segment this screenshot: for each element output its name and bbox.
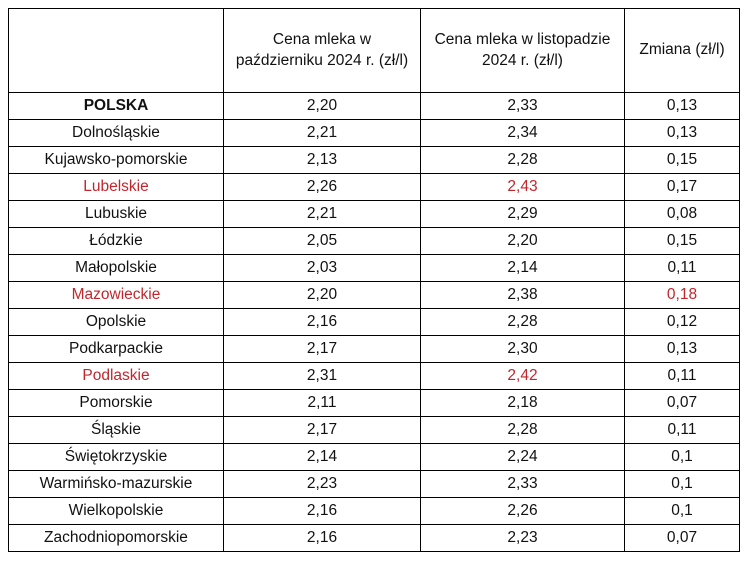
region-cell: Wielkopolskie xyxy=(8,497,224,525)
change-cell: 0,07 xyxy=(624,389,740,417)
november-price-cell: 2,33 xyxy=(420,92,625,120)
region-cell: Podlaskie xyxy=(8,362,224,390)
table-row: Warmińsko-mazurskie 2,23 2,33 0,1 xyxy=(8,470,740,498)
october-price-cell: 2,14 xyxy=(223,443,421,471)
change-cell: 0,07 xyxy=(624,524,740,552)
october-price-cell: 2,16 xyxy=(223,497,421,525)
table-row: Opolskie 2,16 2,28 0,12 xyxy=(8,308,740,336)
october-price-cell: 2,16 xyxy=(223,308,421,336)
october-price-cell: 2,20 xyxy=(223,92,421,120)
october-price-cell: 2,03 xyxy=(223,254,421,282)
november-price-cell: 2,42 xyxy=(420,362,625,390)
november-price-cell: 2,34 xyxy=(420,119,625,147)
table-row: Podlaskie 2,31 2,42 0,11 xyxy=(8,362,740,390)
october-price-cell: 2,20 xyxy=(223,281,421,309)
november-price-cell: 2,14 xyxy=(420,254,625,282)
region-cell: Warmińsko-mazurskie xyxy=(8,470,224,498)
table-body: POLSKA 2,20 2,33 0,13 Dolnośląskie 2,21 2,34 0,… xyxy=(8,92,740,552)
region-cell: Małopolskie xyxy=(8,254,224,282)
november-price-cell: 2,33 xyxy=(420,470,625,498)
november-price-cell: 2,28 xyxy=(420,308,625,336)
header-row: Cena mleka w październiku 2024 r. (zł/l)… xyxy=(8,8,740,93)
region-cell: Pomorskie xyxy=(8,389,224,417)
region-cell: Łódzkie xyxy=(8,227,224,255)
october-price-cell: 2,26 xyxy=(223,173,421,201)
region-cell: Lubelskie xyxy=(8,173,224,201)
table-row: Łódzkie 2,05 2,20 0,15 xyxy=(8,227,740,255)
table-row: Mazowieckie 2,20 2,38 0,18 xyxy=(8,281,740,309)
region-cell: Zachodniopomorskie xyxy=(8,524,224,552)
header-november-price: Cena mleka w listopadzie 2024 r. (zł/l) xyxy=(420,8,625,93)
change-cell: 0,18 xyxy=(624,281,740,309)
region-cell: POLSKA xyxy=(8,92,224,120)
october-price-cell: 2,05 xyxy=(223,227,421,255)
table-row: POLSKA 2,20 2,33 0,13 xyxy=(8,92,740,120)
header-october-price: Cena mleka w październiku 2024 r. (zł/l) xyxy=(223,8,421,93)
change-cell: 0,1 xyxy=(624,497,740,525)
region-cell: Podkarpackie xyxy=(8,335,224,363)
change-cell: 0,12 xyxy=(624,308,740,336)
november-price-cell: 2,29 xyxy=(420,200,625,228)
milk-price-table: Cena mleka w październiku 2024 r. (zł/l)… xyxy=(8,8,740,552)
region-cell: Śląskie xyxy=(8,416,224,444)
october-price-cell: 2,21 xyxy=(223,119,421,147)
november-price-cell: 2,18 xyxy=(420,389,625,417)
november-price-cell: 2,24 xyxy=(420,443,625,471)
october-price-cell: 2,17 xyxy=(223,335,421,363)
november-price-cell: 2,43 xyxy=(420,173,625,201)
change-cell: 0,13 xyxy=(624,92,740,120)
october-price-cell: 2,31 xyxy=(223,362,421,390)
table-row: Zachodniopomorskie 2,16 2,23 0,07 xyxy=(8,524,740,552)
header-change: Zmiana (zł/l) xyxy=(624,8,740,93)
october-price-cell: 2,21 xyxy=(223,200,421,228)
table-row: Pomorskie 2,11 2,18 0,07 xyxy=(8,389,740,417)
november-price-cell: 2,20 xyxy=(420,227,625,255)
october-price-cell: 2,23 xyxy=(223,470,421,498)
change-cell: 0,11 xyxy=(624,362,740,390)
november-price-cell: 2,28 xyxy=(420,146,625,174)
table-header: Cena mleka w październiku 2024 r. (zł/l)… xyxy=(8,8,740,93)
november-price-cell: 2,28 xyxy=(420,416,625,444)
table-row: Kujawsko-pomorskie 2,13 2,28 0,15 xyxy=(8,146,740,174)
change-cell: 0,11 xyxy=(624,254,740,282)
november-price-cell: 2,38 xyxy=(420,281,625,309)
october-price-cell: 2,17 xyxy=(223,416,421,444)
change-cell: 0,08 xyxy=(624,200,740,228)
change-cell: 0,1 xyxy=(624,443,740,471)
region-cell: Dolnośląskie xyxy=(8,119,224,147)
change-cell: 0,1 xyxy=(624,470,740,498)
region-cell: Kujawsko-pomorskie xyxy=(8,146,224,174)
november-price-cell: 2,30 xyxy=(420,335,625,363)
table-row: Dolnośląskie 2,21 2,34 0,13 xyxy=(8,119,740,147)
header-region xyxy=(8,8,224,93)
table-row: Małopolskie 2,03 2,14 0,11 xyxy=(8,254,740,282)
october-price-cell: 2,11 xyxy=(223,389,421,417)
table-row: Lubelskie 2,26 2,43 0,17 xyxy=(8,173,740,201)
region-cell: Opolskie xyxy=(8,308,224,336)
table-row: Świętokrzyskie 2,14 2,24 0,1 xyxy=(8,443,740,471)
table-row: Lubuskie 2,21 2,29 0,08 xyxy=(8,200,740,228)
october-price-cell: 2,13 xyxy=(223,146,421,174)
november-price-cell: 2,26 xyxy=(420,497,625,525)
change-cell: 0,17 xyxy=(624,173,740,201)
november-price-cell: 2,23 xyxy=(420,524,625,552)
change-cell: 0,13 xyxy=(624,335,740,363)
table-row: Wielkopolskie 2,16 2,26 0,1 xyxy=(8,497,740,525)
table-row: Śląskie 2,17 2,28 0,11 xyxy=(8,416,740,444)
region-cell: Mazowieckie xyxy=(8,281,224,309)
change-cell: 0,11 xyxy=(624,416,740,444)
region-cell: Świętokrzyskie xyxy=(8,443,224,471)
october-price-cell: 2,16 xyxy=(223,524,421,552)
table-row: Podkarpackie 2,17 2,30 0,13 xyxy=(8,335,740,363)
region-cell: Lubuskie xyxy=(8,200,224,228)
change-cell: 0,13 xyxy=(624,119,740,147)
change-cell: 0,15 xyxy=(624,146,740,174)
change-cell: 0,15 xyxy=(624,227,740,255)
